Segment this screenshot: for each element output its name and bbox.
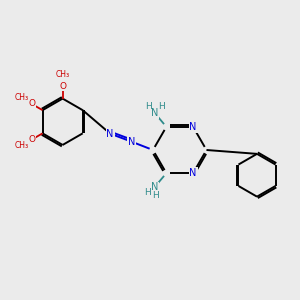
Text: H: H: [145, 102, 152, 111]
Text: N: N: [151, 182, 158, 192]
Text: N: N: [106, 129, 114, 139]
Text: H: H: [153, 191, 159, 200]
Text: O: O: [28, 135, 35, 144]
Text: CH₃: CH₃: [14, 141, 28, 150]
Text: H: H: [158, 102, 165, 111]
Text: CH₃: CH₃: [14, 94, 28, 103]
Text: N: N: [189, 168, 197, 178]
Text: CH₃: CH₃: [56, 70, 70, 79]
Text: N: N: [151, 108, 159, 118]
Text: O: O: [28, 99, 35, 108]
Text: O: O: [59, 82, 66, 91]
Text: N: N: [128, 137, 135, 147]
Text: H: H: [144, 188, 150, 197]
Text: N: N: [189, 122, 197, 132]
